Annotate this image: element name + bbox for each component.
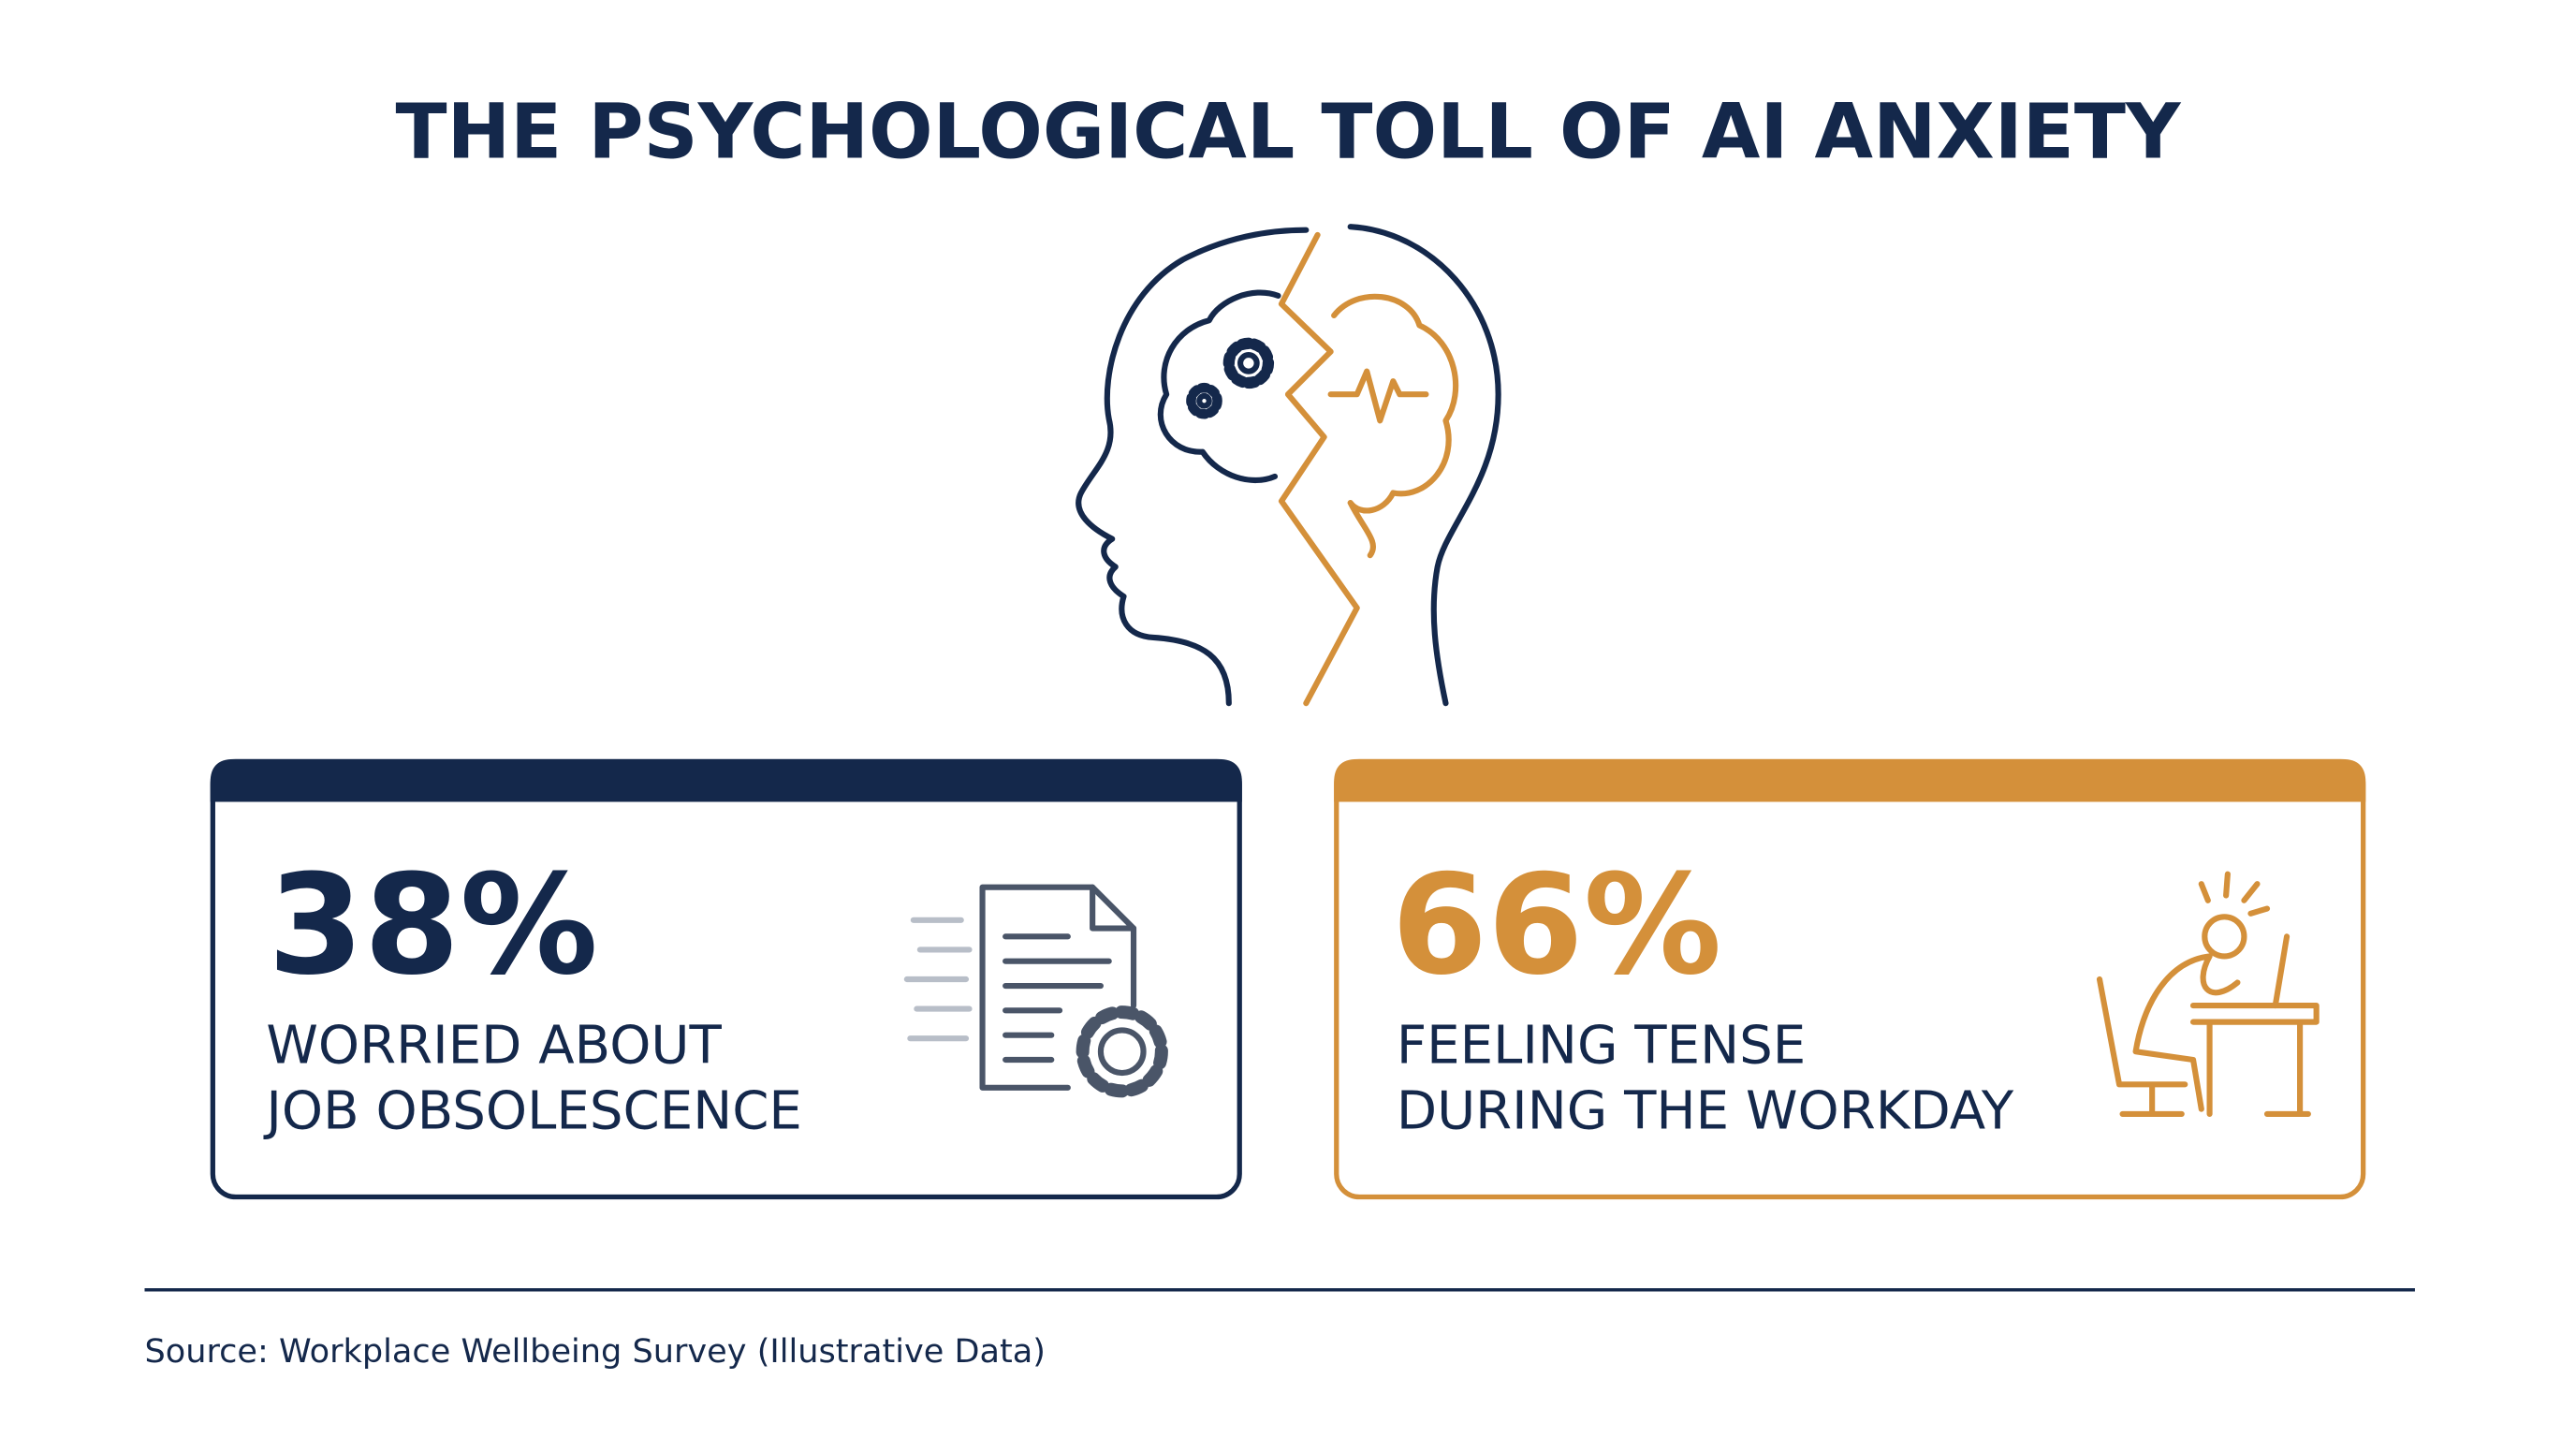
card: 38% WORRIED ABOUT JOB OBSOLESCENCE — [210, 758, 1242, 1200]
stat-label: DURING THE WORKDAY — [1397, 1081, 2014, 1142]
document — [979, 884, 1137, 1091]
monitor — [2272, 933, 2291, 1009]
head-illustration — [1076, 224, 1501, 707]
gear — [1186, 382, 1222, 419]
head — [2202, 914, 2247, 960]
head-outline-front — [1076, 227, 1310, 707]
source-note: Source: Workplace Wellbeing Survey (Illu… — [145, 1332, 1046, 1371]
card-header-bar — [1334, 758, 2366, 802]
speed-lines — [903, 917, 973, 1042]
gear-hub — [1097, 1027, 1147, 1077]
crack — [1278, 231, 1360, 707]
card-header-bar — [210, 758, 1242, 802]
gear — [1222, 337, 1275, 389]
gear-hub — [1237, 352, 1260, 374]
stat-label: FEELING TENSE — [1397, 1016, 1806, 1077]
stress-marks — [2198, 871, 2271, 917]
stat-value: 38% — [268, 844, 598, 1005]
desk — [2189, 1003, 2320, 1117]
document-gear-icon — [903, 884, 1168, 1098]
pulse-line — [1327, 368, 1429, 424]
card: 66% FEELING TENSE DURING THE WORKDAY — [1334, 758, 2366, 1200]
brain-left — [1157, 289, 1281, 483]
title: THE PSYCHOLOGICAL TOLL OF AI ANXIETY — [396, 88, 2182, 176]
document-lines — [1003, 933, 1112, 1064]
stressed-worker-icon — [2096, 871, 2320, 1117]
chair — [2096, 976, 2188, 1117]
brain-right — [1331, 293, 1459, 559]
stat-label: WORRIED ABOUT — [266, 1016, 722, 1077]
gear — [1076, 1005, 1168, 1098]
head-outline-back — [1347, 224, 1501, 707]
gear-hub — [1196, 392, 1212, 409]
body — [2132, 953, 2241, 1112]
stat-value: 66% — [1392, 844, 1722, 1005]
stat-label: JOB OBSOLESCENCE — [263, 1081, 802, 1142]
document-fold — [1090, 884, 1137, 932]
